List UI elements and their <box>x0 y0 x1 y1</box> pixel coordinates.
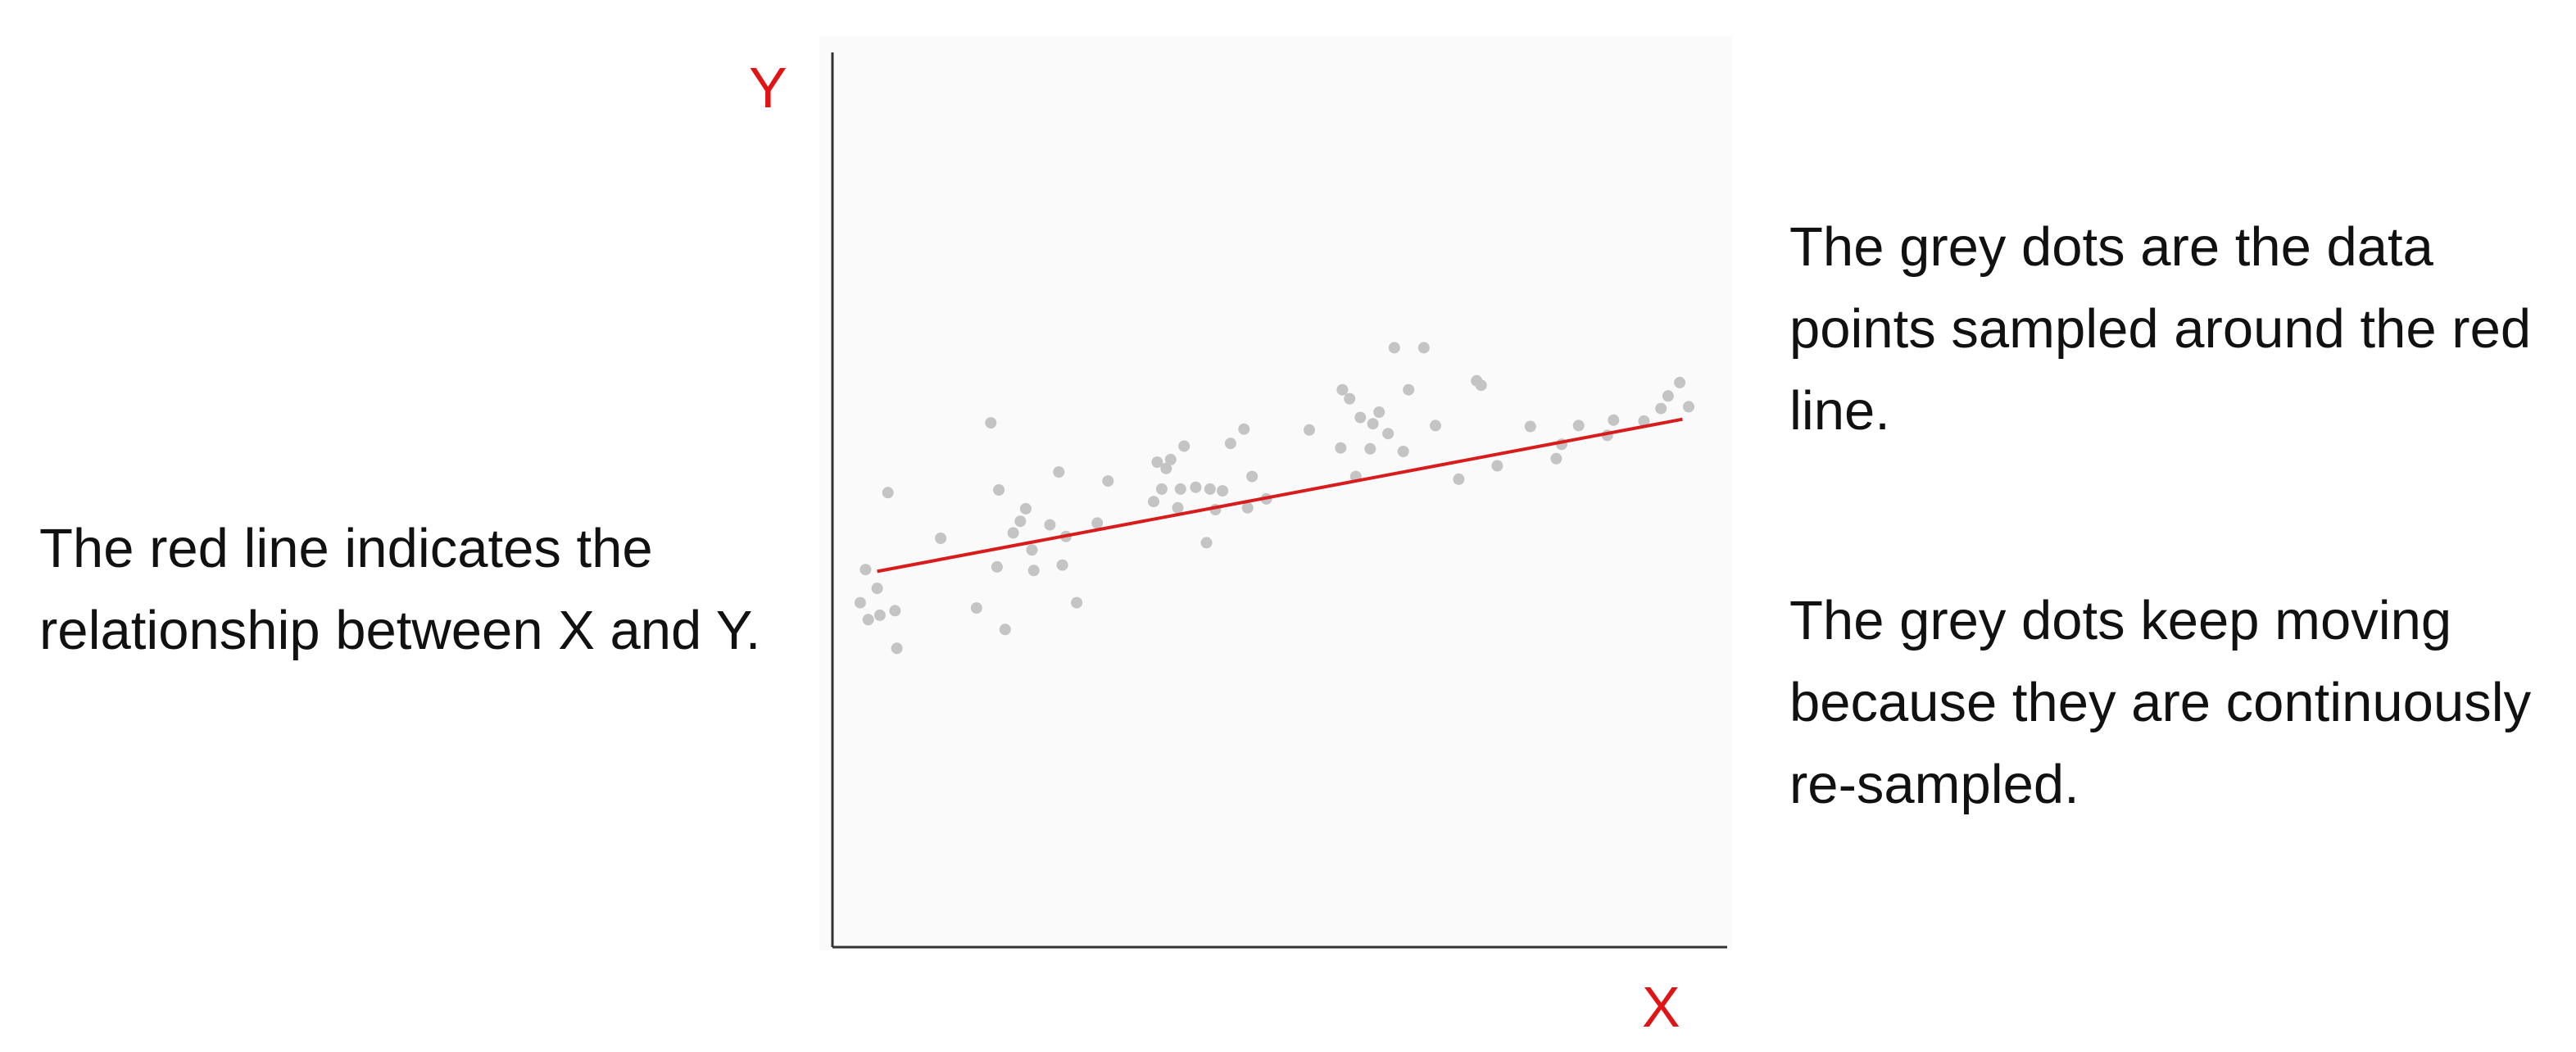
trend-line <box>877 417 1683 574</box>
data-point <box>1007 527 1019 539</box>
data-point <box>1550 452 1562 465</box>
data-point <box>1335 442 1347 454</box>
data-point <box>1373 406 1386 418</box>
data-point <box>999 623 1011 636</box>
data-point <box>1071 596 1083 609</box>
data-point <box>1524 420 1536 433</box>
data-point <box>1397 446 1409 457</box>
data-point <box>1200 537 1213 549</box>
data-point <box>1102 475 1114 487</box>
data-point <box>1572 419 1585 432</box>
data-point <box>882 487 894 499</box>
data-point <box>1014 515 1027 528</box>
data-point <box>862 614 874 626</box>
data-point <box>1683 401 1694 413</box>
data-point <box>1364 442 1376 455</box>
data-point <box>1238 423 1250 435</box>
data-point <box>1019 502 1032 515</box>
data-point <box>993 484 1005 496</box>
data-point <box>1053 466 1065 478</box>
data-point <box>970 602 982 614</box>
data-point <box>1367 418 1379 430</box>
data-point <box>1655 402 1667 415</box>
data-point <box>1608 414 1620 426</box>
data-point <box>889 605 901 617</box>
data-point <box>1417 342 1430 354</box>
grey-dots-explanation: The grey dots are the data points sample… <box>1789 216 2532 442</box>
data-point <box>1044 519 1056 531</box>
data-point <box>1172 501 1184 514</box>
data-point <box>1336 383 1349 396</box>
plot-background <box>819 36 1732 950</box>
data-point <box>859 564 872 576</box>
data-point <box>1164 453 1177 465</box>
data-point <box>1091 517 1104 529</box>
data-point <box>1241 501 1254 514</box>
data-point <box>1217 485 1229 497</box>
data-point <box>891 642 903 655</box>
data-point <box>1430 419 1441 432</box>
data-point <box>1056 559 1068 571</box>
data-point <box>1475 379 1487 392</box>
data-point <box>1174 483 1186 495</box>
data-point <box>1403 383 1415 396</box>
data-point <box>1453 473 1465 485</box>
data-point <box>1224 438 1236 450</box>
data-point <box>1027 565 1040 577</box>
data-point <box>1160 462 1172 474</box>
data-point <box>1662 390 1674 402</box>
data-point <box>854 596 866 609</box>
data-point <box>1178 440 1190 452</box>
data-point <box>1151 456 1163 469</box>
data-point <box>935 533 947 544</box>
data-point <box>1674 376 1686 388</box>
red-line-explanation: The red line indicates the relationship … <box>39 518 761 661</box>
data-point <box>1155 483 1168 495</box>
data-point <box>1344 392 1356 405</box>
data-point <box>1638 415 1650 427</box>
data-point <box>991 560 1003 573</box>
data-point <box>1026 544 1038 556</box>
trend-line-layer <box>877 417 1683 574</box>
data-point <box>1382 428 1395 440</box>
data-point <box>1190 481 1202 493</box>
data-point <box>1246 470 1259 483</box>
data-point <box>871 583 883 595</box>
data-points <box>854 342 1694 655</box>
x-axis-label: X <box>1642 975 1680 1039</box>
data-point <box>1491 460 1503 472</box>
resampling-explanation: The grey dots keep moving because they a… <box>1789 590 2532 815</box>
data-point <box>1204 483 1216 495</box>
data-point <box>1354 411 1367 424</box>
data-point <box>985 417 997 429</box>
data-point <box>1388 342 1400 354</box>
data-point <box>1304 424 1315 436</box>
data-point <box>873 609 886 621</box>
data-point <box>1148 496 1159 508</box>
y-axis-label: Y <box>749 56 787 120</box>
